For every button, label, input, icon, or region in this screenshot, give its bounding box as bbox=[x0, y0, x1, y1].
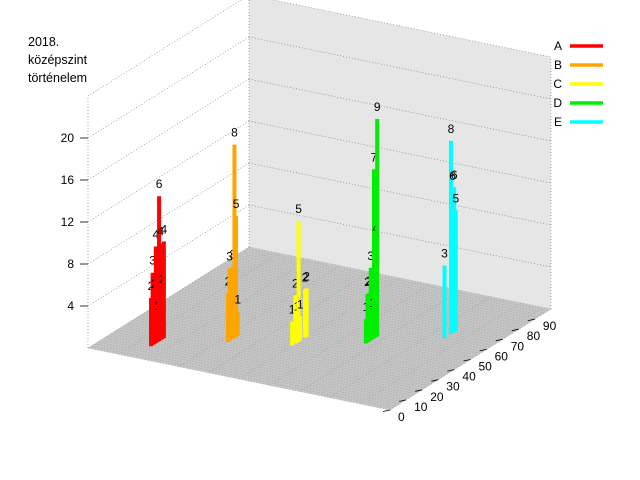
x-tick bbox=[527, 318, 535, 321]
z-tick-label: 20 bbox=[61, 131, 75, 145]
wall-grid-line bbox=[271, 0, 552, 58]
x-tick-label: 80 bbox=[527, 329, 541, 343]
bar-value-label: 6 bbox=[451, 168, 458, 182]
bar-value-label: 2 bbox=[303, 269, 310, 283]
wall-grid-line bbox=[87, 0, 242, 97]
floor-grid-line bbox=[239, 252, 542, 316]
bar-value-label: 1 bbox=[234, 293, 241, 307]
x-tick bbox=[399, 399, 407, 402]
floor-grid-line bbox=[133, 319, 436, 383]
bar-value-label: 8 bbox=[231, 126, 238, 140]
wall-grid-line bbox=[87, 120, 250, 223]
floor-grid-line bbox=[97, 341, 400, 405]
floor-grid-line bbox=[181, 289, 484, 352]
floor-grid-line bbox=[107, 335, 410, 399]
floor-grid-line bbox=[120, 327, 423, 391]
bar-value-label: 4 bbox=[152, 228, 159, 242]
legend-label: C bbox=[553, 77, 562, 91]
floor-grid-line bbox=[123, 325, 426, 389]
legend-label: A bbox=[554, 39, 562, 53]
x-tick bbox=[415, 389, 423, 392]
back-wall bbox=[249, 0, 551, 309]
x-tick bbox=[447, 369, 455, 372]
bars: 23241642423385112151221223174938665 bbox=[148, 100, 459, 347]
bar-value-label: 9 bbox=[374, 100, 381, 114]
bar-value-label: 2 bbox=[364, 275, 371, 289]
bar-value-label: 4 bbox=[157, 225, 164, 239]
x-tick-label: 90 bbox=[543, 319, 557, 333]
z-axis: 4 8 12 16 20 bbox=[61, 131, 88, 313]
bar-value-label: 7 bbox=[371, 150, 378, 164]
z-tick-label: 16 bbox=[61, 173, 75, 187]
wall-grid-line bbox=[248, 36, 552, 100]
legend-label: D bbox=[553, 96, 562, 110]
wall-grid-line bbox=[87, 78, 250, 181]
wall-grid-line bbox=[87, 162, 250, 265]
wall-grid-line bbox=[248, 120, 552, 184]
bar-value-label: 1 bbox=[289, 303, 296, 317]
floor-grid-line bbox=[229, 258, 532, 322]
bar-value-label: 4 bbox=[161, 223, 168, 237]
bar-value-label: 3 bbox=[149, 254, 156, 268]
wall-grid-line bbox=[87, 36, 250, 139]
title-line: középszint bbox=[28, 53, 88, 67]
z-tick-label: 8 bbox=[67, 257, 74, 271]
x-tick-label: 20 bbox=[430, 390, 444, 404]
bar-value-label: 6 bbox=[156, 177, 163, 191]
legend-label: B bbox=[554, 58, 562, 72]
x-tick bbox=[495, 338, 503, 342]
x-tick bbox=[479, 349, 487, 352]
floor-grid-line bbox=[168, 297, 471, 360]
x-tick-label: 50 bbox=[479, 360, 493, 374]
wall-grid-line bbox=[248, 162, 552, 226]
bar-value-label: 6 bbox=[449, 169, 456, 183]
chart-title: 2018. középszint történelem bbox=[28, 35, 88, 85]
bar-value-label: 5 bbox=[452, 191, 459, 205]
bar-value-label: 3 bbox=[367, 249, 374, 263]
bar-value-label: 3 bbox=[441, 247, 448, 261]
x-tick-label: 70 bbox=[511, 339, 525, 353]
z-tick-label: 4 bbox=[67, 299, 74, 313]
x-tick-label: 30 bbox=[446, 380, 460, 394]
floor-grid-line bbox=[94, 343, 397, 407]
chart-grid bbox=[87, 0, 552, 411]
bar-value-label: 5 bbox=[233, 197, 240, 211]
x-tick bbox=[511, 328, 519, 332]
bar-value-label: 5 bbox=[295, 202, 302, 216]
x-tick-label: 60 bbox=[495, 349, 509, 363]
x-tick bbox=[463, 359, 471, 362]
wall-grid-line bbox=[248, 78, 552, 142]
z-tick-label: 12 bbox=[61, 215, 75, 229]
title-line: történelem bbox=[28, 71, 87, 85]
x-tick bbox=[431, 379, 439, 382]
bar-value-label: 8 bbox=[448, 122, 455, 136]
x-tick-label: 0 bbox=[398, 410, 405, 424]
bar-value-label: 2 bbox=[302, 270, 309, 284]
legend-label: E bbox=[554, 115, 562, 129]
floor-grid-line bbox=[171, 295, 474, 358]
bar-value-label: 3 bbox=[226, 249, 233, 263]
x-tick-label: 10 bbox=[414, 400, 428, 414]
floor-grid-line bbox=[158, 303, 461, 366]
x-tick-label: 40 bbox=[462, 370, 476, 384]
wall-grid-line bbox=[248, 204, 552, 268]
title-line: 2018. bbox=[28, 35, 59, 49]
floor-grid-line bbox=[207, 272, 510, 336]
bar-value-label: 1 bbox=[297, 297, 304, 311]
x-tick bbox=[382, 409, 391, 412]
bar-value-label: 2 bbox=[292, 276, 299, 290]
floor-grid-line bbox=[242, 250, 545, 314]
floor-grid-line bbox=[110, 333, 413, 397]
